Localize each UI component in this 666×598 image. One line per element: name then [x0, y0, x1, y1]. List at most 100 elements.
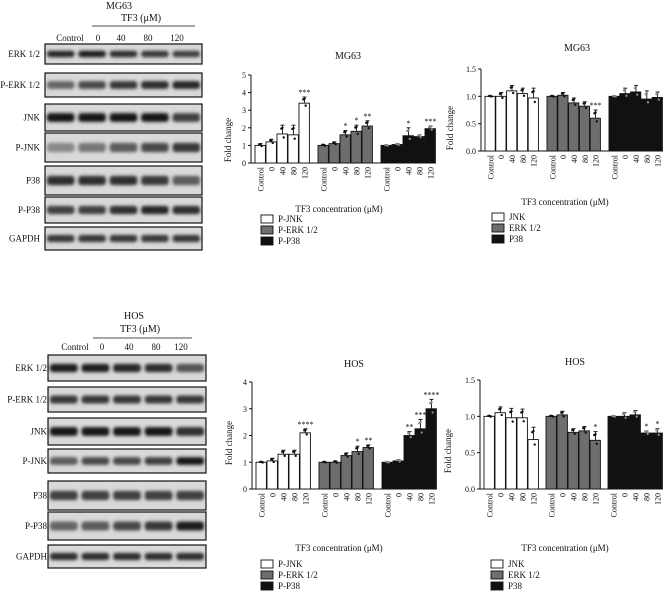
blot-band	[109, 175, 138, 186]
blot-band	[49, 395, 78, 404]
bar	[277, 453, 289, 490]
x-tick-label: 120	[365, 493, 374, 505]
y-tick-label: 4	[242, 89, 246, 98]
data-point	[636, 93, 639, 96]
data-point	[634, 86, 638, 89]
x-tick-label: 120	[654, 493, 663, 505]
x-tick-label: 40	[405, 167, 414, 175]
blot-panel-mg63: MG63 TF3 (μM) Control 0 40 80 120 ERK 1/2 P-ER…	[0, 1, 203, 251]
lane-label: 80	[152, 342, 162, 352]
blot-band	[81, 395, 110, 404]
bar	[629, 414, 641, 490]
data-point	[345, 135, 348, 138]
significance-label: ***	[415, 410, 427, 419]
x-tick-label: 0	[621, 493, 630, 497]
x-tick-label: 0	[559, 155, 568, 159]
bar	[414, 428, 426, 490]
x-tick-label: 80	[643, 493, 652, 501]
blot-band	[81, 363, 110, 373]
blot-band	[78, 175, 106, 186]
x-tick-label: 80	[581, 155, 590, 163]
data-point	[573, 432, 576, 435]
data-point	[563, 95, 566, 98]
blot-band	[46, 175, 75, 186]
legend-label: P38	[508, 581, 523, 591]
legend-swatch	[491, 212, 505, 222]
blot-band	[141, 81, 169, 89]
x-axis-label: TF3 concentration (μM)	[521, 197, 608, 207]
blot-band	[141, 142, 169, 153]
data-point	[293, 450, 296, 453]
blot-band	[78, 142, 106, 153]
protein-label: P-ERK 1/2	[7, 395, 47, 405]
blot-treatment-label: TF3 (μM)	[120, 324, 160, 335]
blot-band	[46, 142, 75, 153]
x-tick-label: 40	[280, 493, 289, 501]
x-tick-label: Control	[320, 166, 329, 191]
bar	[494, 412, 506, 490]
x-tick-label: 0	[268, 167, 277, 171]
blot-band	[176, 363, 205, 373]
significance-label: ****	[424, 390, 440, 399]
bar	[288, 453, 300, 490]
protein-label: P38	[33, 491, 48, 501]
y-tick-label: 0.0	[465, 485, 475, 494]
x-tick-label: 120	[530, 493, 539, 505]
data-point	[489, 415, 492, 418]
x-tick-label: 80	[291, 493, 300, 501]
data-point	[646, 432, 649, 436]
data-point	[398, 460, 401, 463]
protein-label: ERK 1/2	[8, 49, 40, 59]
legend-swatch	[260, 214, 274, 224]
data-point	[304, 104, 307, 107]
legend-swatch	[490, 559, 504, 569]
blot-band	[172, 50, 201, 58]
blot-band	[109, 50, 138, 58]
data-point	[419, 421, 422, 424]
x-tick-label: 80	[290, 167, 299, 175]
blot-band	[172, 234, 201, 243]
x-tick-label: Control	[383, 166, 392, 191]
x-tick-label: Control	[548, 154, 557, 179]
y-tick-label: 0.5	[466, 120, 476, 129]
protein-label: P-P38	[18, 205, 41, 215]
x-tick-label: 0	[331, 167, 340, 171]
y-tick-label: 2	[243, 432, 247, 441]
legend-swatch	[491, 234, 505, 244]
bar	[298, 102, 310, 164]
data-point	[409, 435, 412, 439]
blot-band	[113, 457, 141, 465]
bar	[328, 143, 340, 164]
protein-label: JNK	[30, 427, 47, 437]
data-point	[366, 121, 369, 124]
data-point	[344, 130, 347, 133]
bar	[340, 455, 352, 490]
blot-cell-line: HOS	[124, 311, 144, 322]
bar	[402, 135, 414, 164]
bar	[618, 415, 630, 490]
blot-band	[78, 50, 106, 58]
legend-label: ERK 1/2	[508, 570, 540, 580]
lane-label: 40	[117, 33, 127, 43]
bar	[619, 93, 631, 152]
blot-band	[78, 113, 106, 122]
bar	[651, 432, 663, 490]
bar	[589, 117, 601, 152]
blot-band	[113, 363, 141, 373]
blot-band	[113, 521, 141, 531]
blot-band	[144, 395, 173, 404]
bar	[391, 144, 403, 164]
x-axis-label: TF3 concentration (μM)	[521, 543, 608, 553]
data-point	[357, 452, 360, 455]
data-point	[583, 426, 586, 430]
significance-label: *	[645, 422, 649, 431]
x-tick-label: 40	[570, 493, 579, 501]
data-point	[572, 428, 575, 431]
data-point	[584, 106, 588, 110]
significance-label: *	[355, 116, 359, 125]
x-tick-label: 0	[497, 155, 506, 159]
bar	[287, 134, 299, 164]
data-point	[367, 444, 370, 447]
lane-label: 40	[125, 342, 135, 352]
